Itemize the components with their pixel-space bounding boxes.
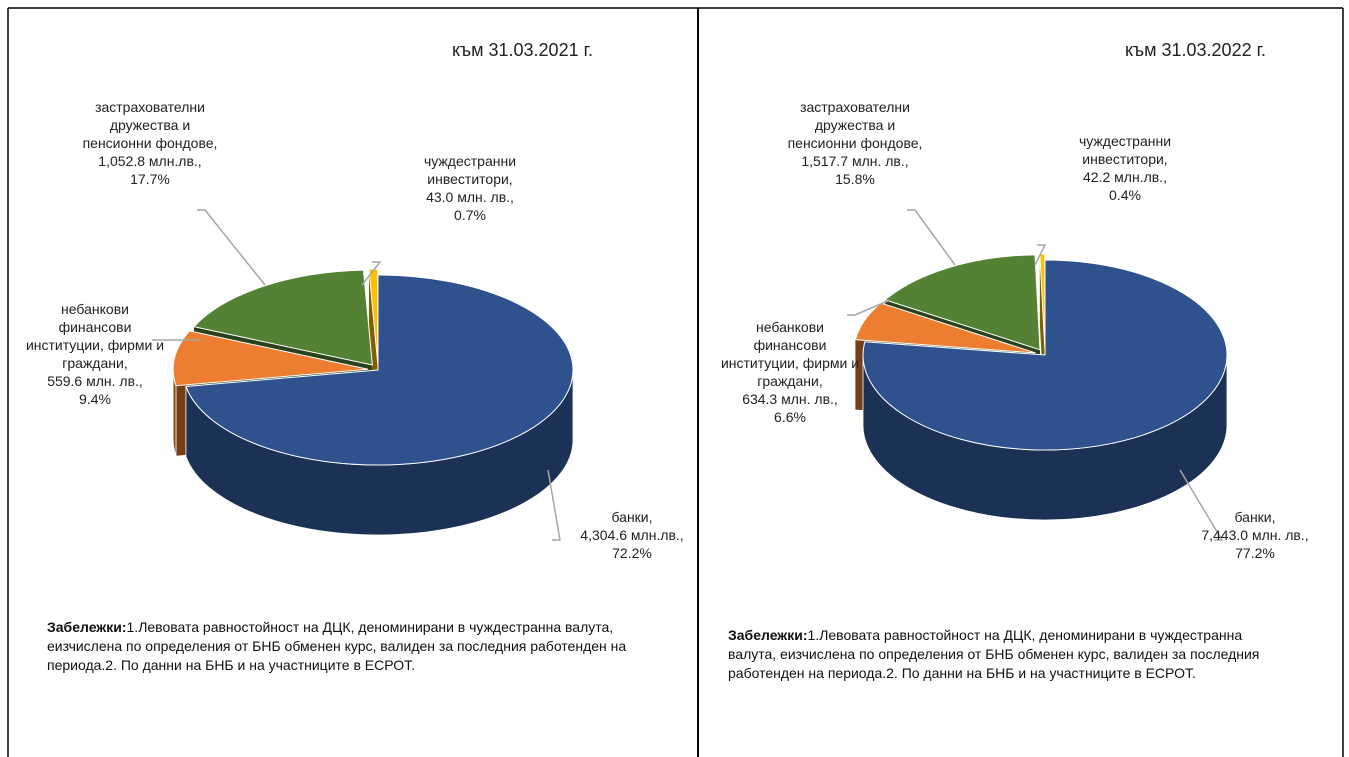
value-label: 43.0 млн. лв., [426,189,514,205]
slice [368,268,379,365]
slice [862,259,1228,451]
note-line: 1.Левовата равностойност на ДЦК, деномин… [47,619,614,654]
value-label: 559.6 млн. лв., [47,373,143,389]
percentage-label: 15.8% [835,171,875,187]
data-label: чуждестранни инвеститори, 43.0 млн. лв., 0… [400,152,540,224]
notes-title: Забележки: [728,627,808,643]
value-label: 1,052.8 млн.лв., [98,153,202,169]
note-line: изчислена по определения от БНБ обменен … [728,646,1260,681]
percentage-label: 0.4% [1109,187,1141,203]
percentage-label: 0.7% [454,207,486,223]
note-line: ден на периода. [47,638,627,673]
percentage-label: 17.7% [130,171,170,187]
category-label: застрахователни дружества и пенсионни фо… [787,99,923,151]
category-label: небанкови финансови институции, фирми и … [720,319,860,389]
category-label: застрахователни дружества и пенсионни фо… [82,99,218,151]
notes: Забележки:1.Левовата равностойност на ДЦ… [47,618,687,675]
value-label: 1,517.7 млн. лв., [801,153,909,169]
note-line: ден на периода. [780,665,887,681]
leader-line [1179,469,1224,541]
data-label: чуждестранни инвеститори, 42.2 млн.лв., 0.… [1055,132,1195,204]
slice [854,302,1036,354]
value-label: 7,443.0 млн. лв., [1201,527,1309,543]
leader-line [847,299,891,316]
value-label: 4,304.6 млн.лв., [580,527,684,543]
value-label: 42.2 млн.лв., [1083,169,1167,185]
category-label: небанкови финансови институции, фирми и … [25,301,165,371]
slice [185,274,574,466]
data-label: застрахователни дружества и пенсионни фо… [75,98,225,188]
data-label: банки, 4,304.6 млн.лв., 72.2% [557,508,707,562]
value-label: 634.3 млн. лв., [742,391,838,407]
slice [172,330,369,387]
leader-line [547,469,561,541]
notes-title: Забележки: [47,619,127,635]
chart-title: към 31.03.2021 г. [452,40,593,60]
category-label: чуждестранни инвеститори, [423,153,517,187]
percentage-label: 9.4% [79,391,111,407]
percentage-label: 6.6% [774,409,806,425]
note-line: 2. По данни на БНБ и на участниците в ЕС… [105,657,416,673]
leader-line [361,261,382,286]
slice [884,254,1041,351]
data-label: банки, 7,443.0 млн. лв., 77.2% [1180,508,1330,562]
leader-line [907,209,956,266]
data-label: небанкови финансови институции, фирми и … [25,300,165,408]
data-label: застрахователни дружества и пенсионни фо… [780,98,930,188]
note-line: 1.Левовата равностойност на ДЦК, деномин… [728,627,1243,662]
leader-line [1034,244,1047,266]
category-label: банки, [1234,509,1276,525]
category-label: чуждестранни инвеститори, [1078,133,1172,167]
note-line: изчислена по определения от БНБ обменен … [54,638,584,654]
data-label: небанкови финансови институции, фирми и … [720,318,860,426]
chart-title: към 31.03.2022 г. [1125,40,1266,60]
leader-line [197,209,266,286]
notes: Забележки:1.Левовата равностойност на ДЦ… [728,626,1288,683]
category-label: банки, [611,509,653,525]
slice [192,269,373,366]
percentage-label: 77.2% [1235,545,1275,561]
note-line: 2. По данни на БНБ и на участниците в ЕС… [886,665,1196,681]
percentage-label: 72.2% [612,545,652,561]
